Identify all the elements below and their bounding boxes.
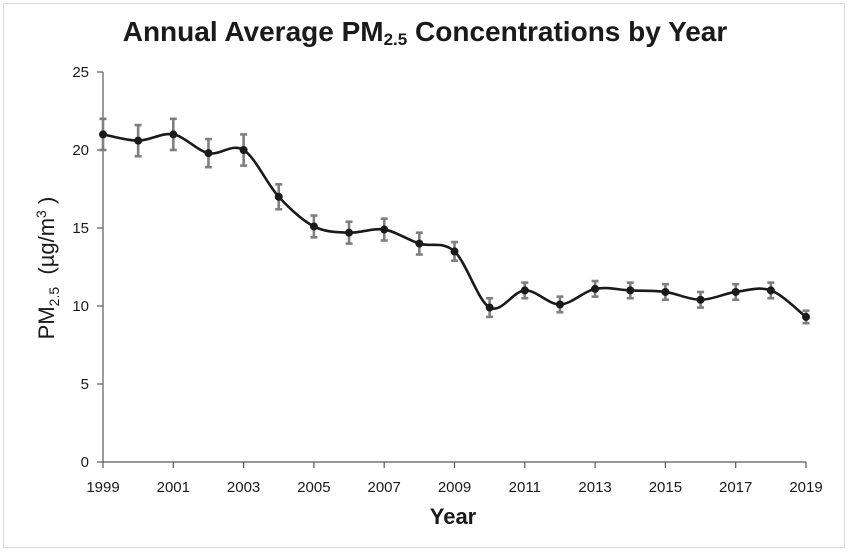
data-point — [204, 149, 213, 158]
figure-border — [3, 3, 845, 548]
y-tick-label: 20 — [72, 142, 89, 159]
x-tick-label: 2013 — [578, 479, 611, 496]
data-point — [99, 130, 107, 139]
y-title-superscript: 3 — [33, 210, 49, 218]
y-axis-title: PM2.5 (µg/m3 ) — [33, 197, 62, 340]
data-point — [239, 146, 248, 154]
data-point — [485, 303, 494, 312]
x-tick-label: 2005 — [297, 479, 330, 496]
data-point — [731, 287, 740, 296]
y-tick-label: 0 — [81, 454, 89, 471]
y-title-close: ) — [34, 197, 59, 204]
data-point — [766, 286, 775, 295]
data-point — [802, 312, 810, 321]
x-tick-label: 2011 — [509, 479, 541, 496]
x-tick-label: 2003 — [227, 479, 260, 496]
data-point — [450, 247, 459, 256]
title-subscript: 2.5 — [383, 30, 408, 49]
data-point — [520, 286, 529, 295]
x-tick-label: 2017 — [719, 479, 752, 496]
title-main: Annual Average PM — [122, 16, 384, 47]
data-point — [345, 228, 354, 237]
y-title-subscript: 2.5 — [46, 287, 62, 307]
y-tick-label: 5 — [81, 376, 89, 393]
data-point — [134, 136, 143, 145]
markers — [99, 130, 810, 321]
data-point — [309, 222, 318, 231]
ticks: 0 5 10 15 20 25 1999 2001 2003 2005 2007 2009 2011 20… — [72, 64, 822, 496]
errorbars — [99, 117, 810, 325]
data-point — [626, 286, 635, 295]
chart-title: Annual Average PM2.5 Concentrations by Y… — [0, 16, 850, 50]
x-tick-label: 2009 — [438, 479, 471, 496]
x-axis-title: Year — [430, 504, 477, 529]
data-point — [169, 130, 178, 139]
axes — [102, 72, 806, 463]
x-tick-label: 2001 — [157, 479, 190, 496]
data-point — [661, 287, 670, 296]
data-point — [696, 295, 705, 304]
data-point — [591, 284, 600, 293]
x-tick-label: 2019 — [789, 479, 822, 496]
x-tick-label: 2015 — [649, 479, 682, 496]
data-point — [415, 239, 424, 248]
y-tick-label: 25 — [72, 64, 89, 81]
title-rest: Concentrations by Year — [407, 16, 728, 47]
x-tick-label: 2007 — [368, 479, 401, 496]
y-tick-label: 10 — [72, 298, 89, 315]
y-title-gap — [34, 275, 59, 287]
y-title-main: PM — [34, 306, 59, 339]
y-tick-label: 15 — [72, 220, 89, 237]
y-title-unit: (µg/m — [34, 218, 59, 275]
data-point — [380, 225, 389, 234]
x-tick-label: 1999 — [86, 479, 119, 496]
data-point — [274, 192, 283, 201]
data-point — [555, 300, 564, 309]
